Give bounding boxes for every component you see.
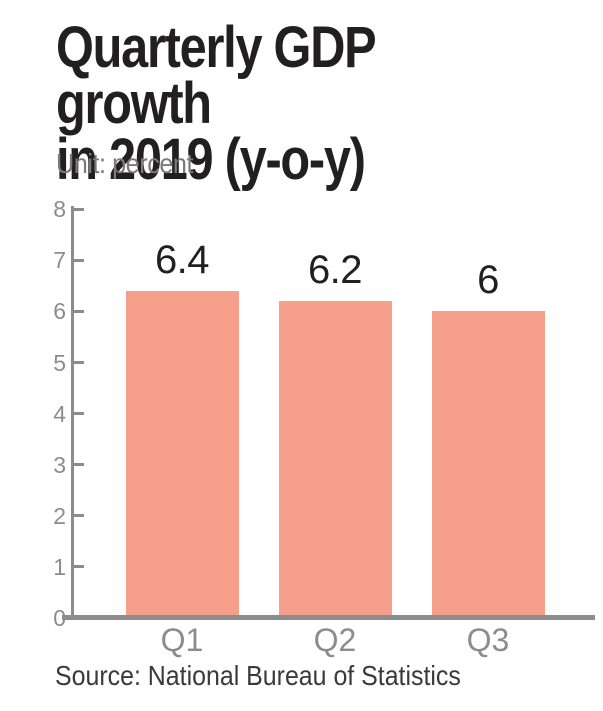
bar-value-label: 6.4 — [154, 238, 210, 282]
x-axis-baseline — [62, 615, 595, 620]
y-axis-tick-mark — [74, 207, 84, 211]
y-axis-tick-label: 1 — [53, 553, 66, 580]
bar-q2 — [278, 301, 392, 618]
source-note: Source: National Bureau of Statistics — [55, 660, 461, 691]
y-axis-tick-mark — [74, 514, 84, 518]
y-axis-tick-mark — [74, 309, 84, 313]
y-axis-tick-mark — [74, 361, 84, 364]
y-axis-tick-label: 7 — [53, 247, 66, 274]
y-axis-tick-label: 6 — [53, 298, 66, 325]
bar-q1 — [125, 291, 239, 618]
chart-title: Quarterly GDP growth in 2019 (y-o-y) — [56, 15, 376, 192]
y-axis-tick-label: 4 — [53, 400, 66, 427]
x-axis-category-label: Q3 — [466, 622, 510, 658]
unit-label: Unit: percent — [56, 148, 194, 179]
y-axis-tick-label: 0 — [53, 605, 66, 631]
y-axis-tick-mark — [74, 565, 84, 569]
x-axis-category-label: Q2 — [313, 622, 357, 658]
y-axis-tick-mark — [74, 412, 84, 416]
y-axis-tick-label: 5 — [53, 349, 66, 376]
y-axis-line — [71, 206, 74, 616]
y-axis-tick-mark — [74, 463, 84, 467]
y-axis-tick-label: 2 — [53, 502, 66, 529]
bar-value-label: 6.2 — [307, 248, 363, 292]
y-axis-tick-mark — [74, 258, 84, 262]
x-axis-category-label: Q1 — [160, 622, 204, 658]
y-axis-tick-label: 3 — [53, 451, 66, 478]
bar-q3 — [431, 311, 545, 618]
y-axis-tick-label: 8 — [53, 196, 66, 223]
bar-value-label: 6 — [477, 258, 499, 302]
